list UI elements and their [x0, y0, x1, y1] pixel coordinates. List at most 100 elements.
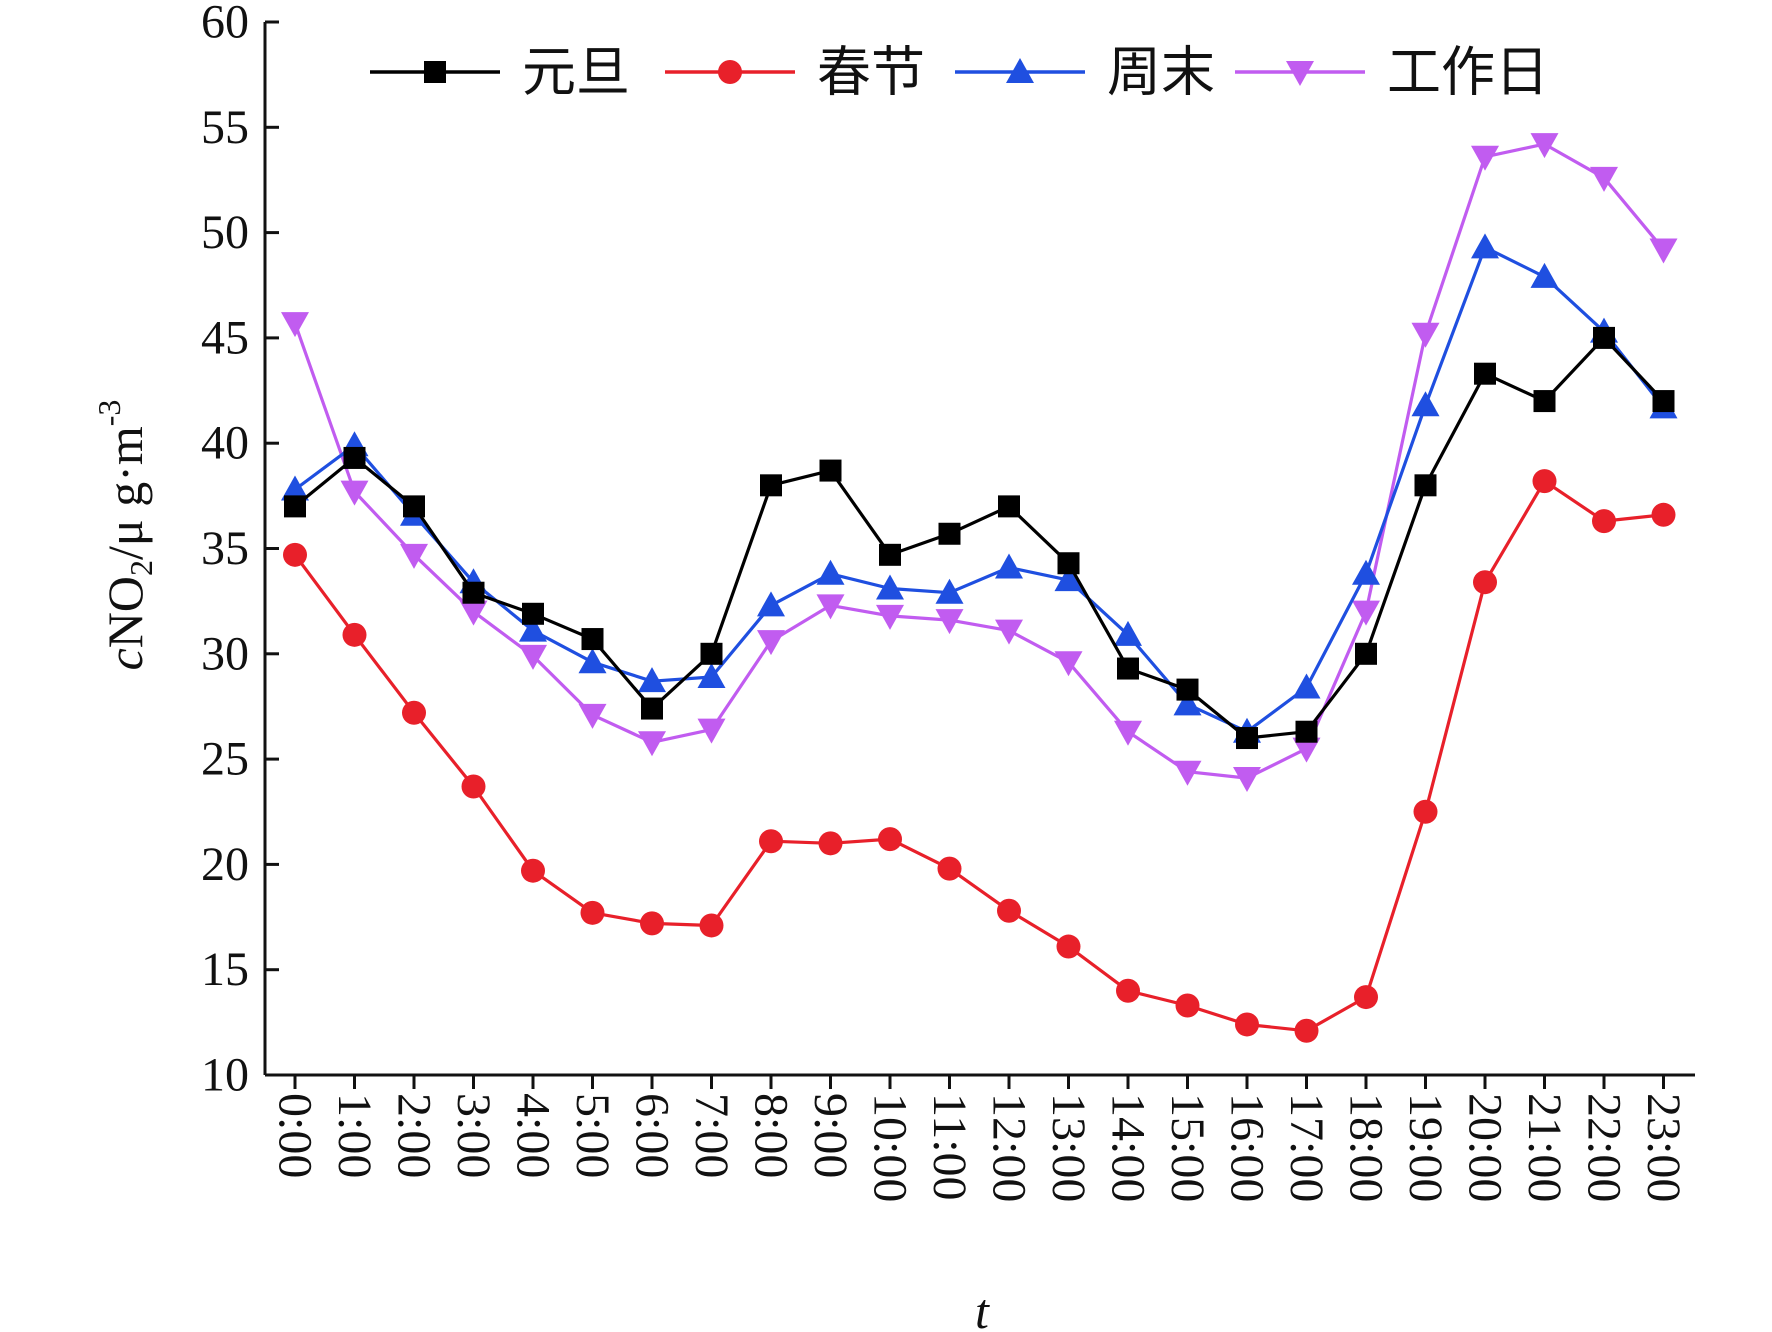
data-point: [1411, 322, 1440, 348]
data-point: [521, 858, 545, 883]
x-tick-label: 11:00: [923, 1093, 976, 1201]
series-line: [293, 479, 1664, 1033]
data-point: [1649, 238, 1678, 264]
x-tick-label: 22:00: [1578, 1093, 1631, 1202]
y-tick-label: 60: [201, 0, 249, 49]
y-tick-label: 25: [201, 733, 249, 786]
data-point: [281, 475, 309, 501]
data-point: [1235, 1012, 1259, 1037]
y-tick-label: 20: [201, 838, 249, 891]
y-tick-label: 50: [201, 206, 249, 259]
legend-label: 春节: [817, 41, 925, 104]
x-tick-label: 15:00: [1161, 1093, 1214, 1202]
data-point: [284, 495, 306, 518]
data-point: [1530, 262, 1559, 288]
data-point: [403, 495, 425, 518]
data-point: [638, 667, 666, 693]
data-point: [697, 718, 726, 744]
x-tick-label: 19:00: [1399, 1093, 1452, 1202]
data-point: [998, 495, 1020, 518]
x-tick-label: 5:00: [566, 1093, 619, 1178]
data-point: [1057, 552, 1080, 575]
data-point: [1173, 760, 1202, 786]
x-tick-label: 2:00: [388, 1093, 441, 1178]
y-ticks: 10 15 20 25 30 35 40 45 50 55 60: [201, 0, 279, 1102]
data-point: [1592, 509, 1616, 534]
data-point: [400, 543, 428, 569]
data-point: [1117, 657, 1139, 680]
data-point: [819, 459, 842, 482]
y-axis-title-unit: /μ g·m: [97, 426, 153, 560]
x-axis-title: t: [975, 1283, 990, 1332]
data-point: [995, 553, 1023, 579]
data-point: [1294, 1018, 1319, 1043]
data-point: [700, 642, 723, 665]
x-tick-label: 7:00: [685, 1093, 738, 1178]
data-point: [876, 574, 904, 600]
data-point: [462, 581, 485, 604]
series-line: [294, 245, 1665, 734]
data-point: [1176, 678, 1199, 701]
y-tick-label: 15: [201, 943, 249, 996]
x-tick-label: 14:00: [1102, 1093, 1155, 1202]
data-point: [1471, 233, 1499, 259]
y-axis-title-sup: -3: [91, 400, 127, 427]
data-point: [1530, 133, 1559, 159]
data-point: [578, 703, 607, 729]
data-point: [1352, 600, 1380, 626]
legend-marker: [1006, 58, 1034, 83]
data-point: [1590, 166, 1618, 192]
series-triangle-down: [281, 133, 1678, 793]
data-point: [1533, 390, 1556, 413]
data-point: [1532, 469, 1557, 494]
data-point: [340, 480, 369, 506]
data-point: [1471, 145, 1499, 171]
y-axis-title-italic: c: [97, 648, 153, 670]
data-point: [522, 602, 544, 625]
data-point: [818, 831, 843, 856]
data-point: [879, 543, 901, 566]
data-point: [935, 609, 964, 635]
legend-item: 春节: [665, 41, 925, 104]
legend-item: 元旦: [370, 41, 630, 104]
x-tick-label: 10:00: [864, 1093, 917, 1202]
data-point: [1233, 767, 1261, 793]
data-point: [283, 542, 307, 567]
y-tick-label: 55: [201, 101, 249, 154]
y-tick-label: 35: [201, 522, 249, 575]
data-point: [1292, 673, 1321, 699]
data-point: [519, 644, 547, 670]
data-point: [581, 628, 604, 651]
data-point: [878, 827, 902, 852]
y-axis-title: cNO2/μ g·m-3: [91, 400, 159, 671]
series-square: [284, 326, 1675, 750]
data-point: [876, 604, 904, 630]
data-point: [1114, 620, 1142, 646]
x-ticks: 0:00 1:00 2:00 3:00 4:00 5:00 6:00 7:00 8:00 9:00…: [269, 1075, 1690, 1202]
x-tick-label: 23:00: [1637, 1093, 1690, 1202]
y-axis-title-sub: 2: [123, 560, 159, 576]
y-tick-label: 30: [201, 627, 249, 680]
x-tick-label: 18:00: [1340, 1093, 1393, 1202]
x-tick-label: 3:00: [447, 1093, 500, 1178]
data-point: [937, 856, 962, 881]
data-point: [697, 662, 726, 688]
legend-label: 元旦: [522, 41, 630, 104]
data-point: [343, 446, 366, 469]
x-tick-label: 13:00: [1042, 1093, 1095, 1202]
data-point: [1054, 566, 1083, 592]
data-point: [760, 474, 782, 497]
data-point: [1292, 737, 1321, 763]
data-point: [1593, 326, 1615, 349]
x-tick-label: 17:00: [1280, 1093, 1333, 1202]
data-point: [638, 731, 666, 757]
x-tick-label: 0:00: [269, 1093, 322, 1178]
legend-marker: [718, 60, 742, 84]
x-tick-label: 20:00: [1459, 1093, 1512, 1202]
legend-marker: [1286, 61, 1314, 86]
data-point: [995, 619, 1023, 645]
data-point: [1236, 727, 1258, 750]
data-point: [1474, 362, 1496, 385]
data-point: [1054, 651, 1083, 677]
